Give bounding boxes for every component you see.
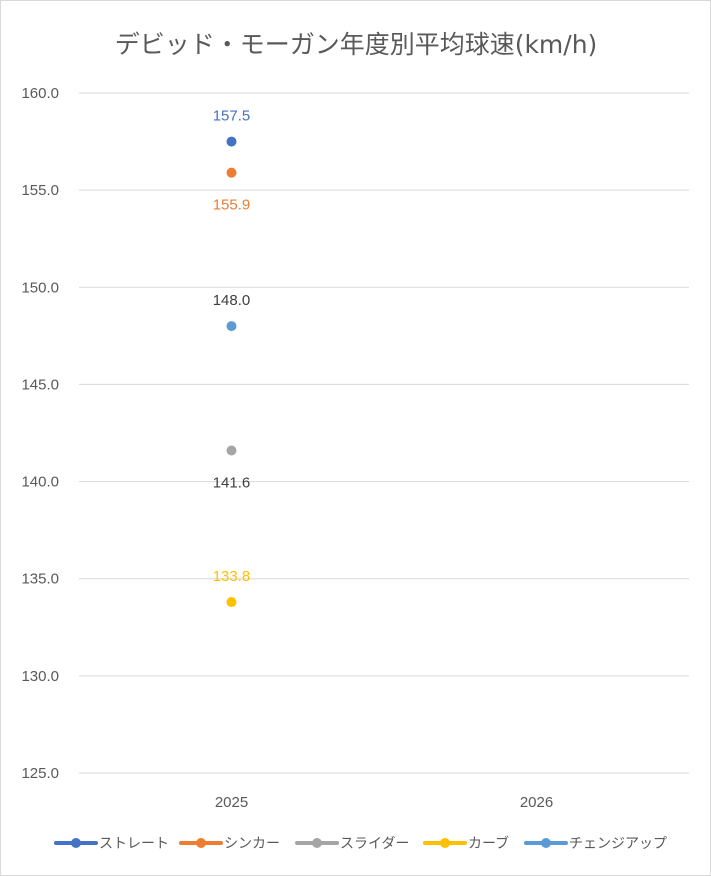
- legend-marker: [312, 838, 322, 848]
- y-tick-label: 150.0: [21, 279, 59, 296]
- data-label: 141.6: [213, 474, 251, 491]
- y-tick-label: 160.0: [21, 85, 59, 102]
- data-label: 155.9: [213, 197, 251, 214]
- legend-marker: [71, 838, 81, 848]
- data-points: [226, 136, 237, 608]
- y-tick-label: 155.0: [21, 182, 59, 199]
- legend-label: シンカー: [224, 836, 280, 852]
- x-tick-label: 2025: [215, 794, 248, 811]
- legend-item: シンカー: [179, 836, 280, 852]
- legend-item: チェンジアップ: [524, 836, 667, 852]
- data-point: [226, 136, 237, 147]
- legend-label: ストレート: [99, 836, 169, 852]
- x-axis-ticks: 2025 2026: [215, 794, 553, 811]
- data-point: [226, 597, 237, 608]
- legend-item: ストレート: [54, 836, 169, 852]
- y-tick-label: 130.0: [21, 668, 59, 685]
- grid-layer: [79, 92, 689, 774]
- legend-label: スライダー: [340, 836, 409, 852]
- data-labels: 157.5 155.9 141.6 133.8 148.0: [213, 108, 251, 585]
- y-axis-ticks: 125.0 130.0 135.0 140.0 145.0 150.0 155.0 160.0: [21, 85, 59, 782]
- data-label: 148.0: [213, 292, 251, 309]
- legend-item: スライダー: [295, 836, 409, 852]
- legend: ストレート シンカー スライダー カーブ チェンジアップ: [54, 835, 667, 852]
- legend-label: チェンジアップ: [569, 836, 667, 852]
- x-tick-label: 2026: [520, 794, 553, 811]
- legend-marker: [541, 838, 551, 848]
- data-point: [226, 445, 237, 456]
- data-point: [226, 321, 237, 332]
- y-tick-label: 140.0: [21, 474, 59, 491]
- legend-item: カーブ: [423, 835, 509, 852]
- legend-marker: [440, 838, 450, 848]
- y-tick-label: 135.0: [21, 571, 59, 588]
- data-point: [226, 167, 237, 178]
- chart-title: デビッド・モーガン年度別平均球速(km/h): [115, 30, 598, 59]
- data-label: 133.8: [213, 568, 251, 585]
- data-label: 157.5: [213, 108, 251, 125]
- y-tick-label: 145.0: [21, 376, 59, 393]
- y-tick-label: 125.0: [21, 765, 59, 782]
- legend-label: カーブ: [468, 835, 509, 852]
- legend-marker: [196, 838, 206, 848]
